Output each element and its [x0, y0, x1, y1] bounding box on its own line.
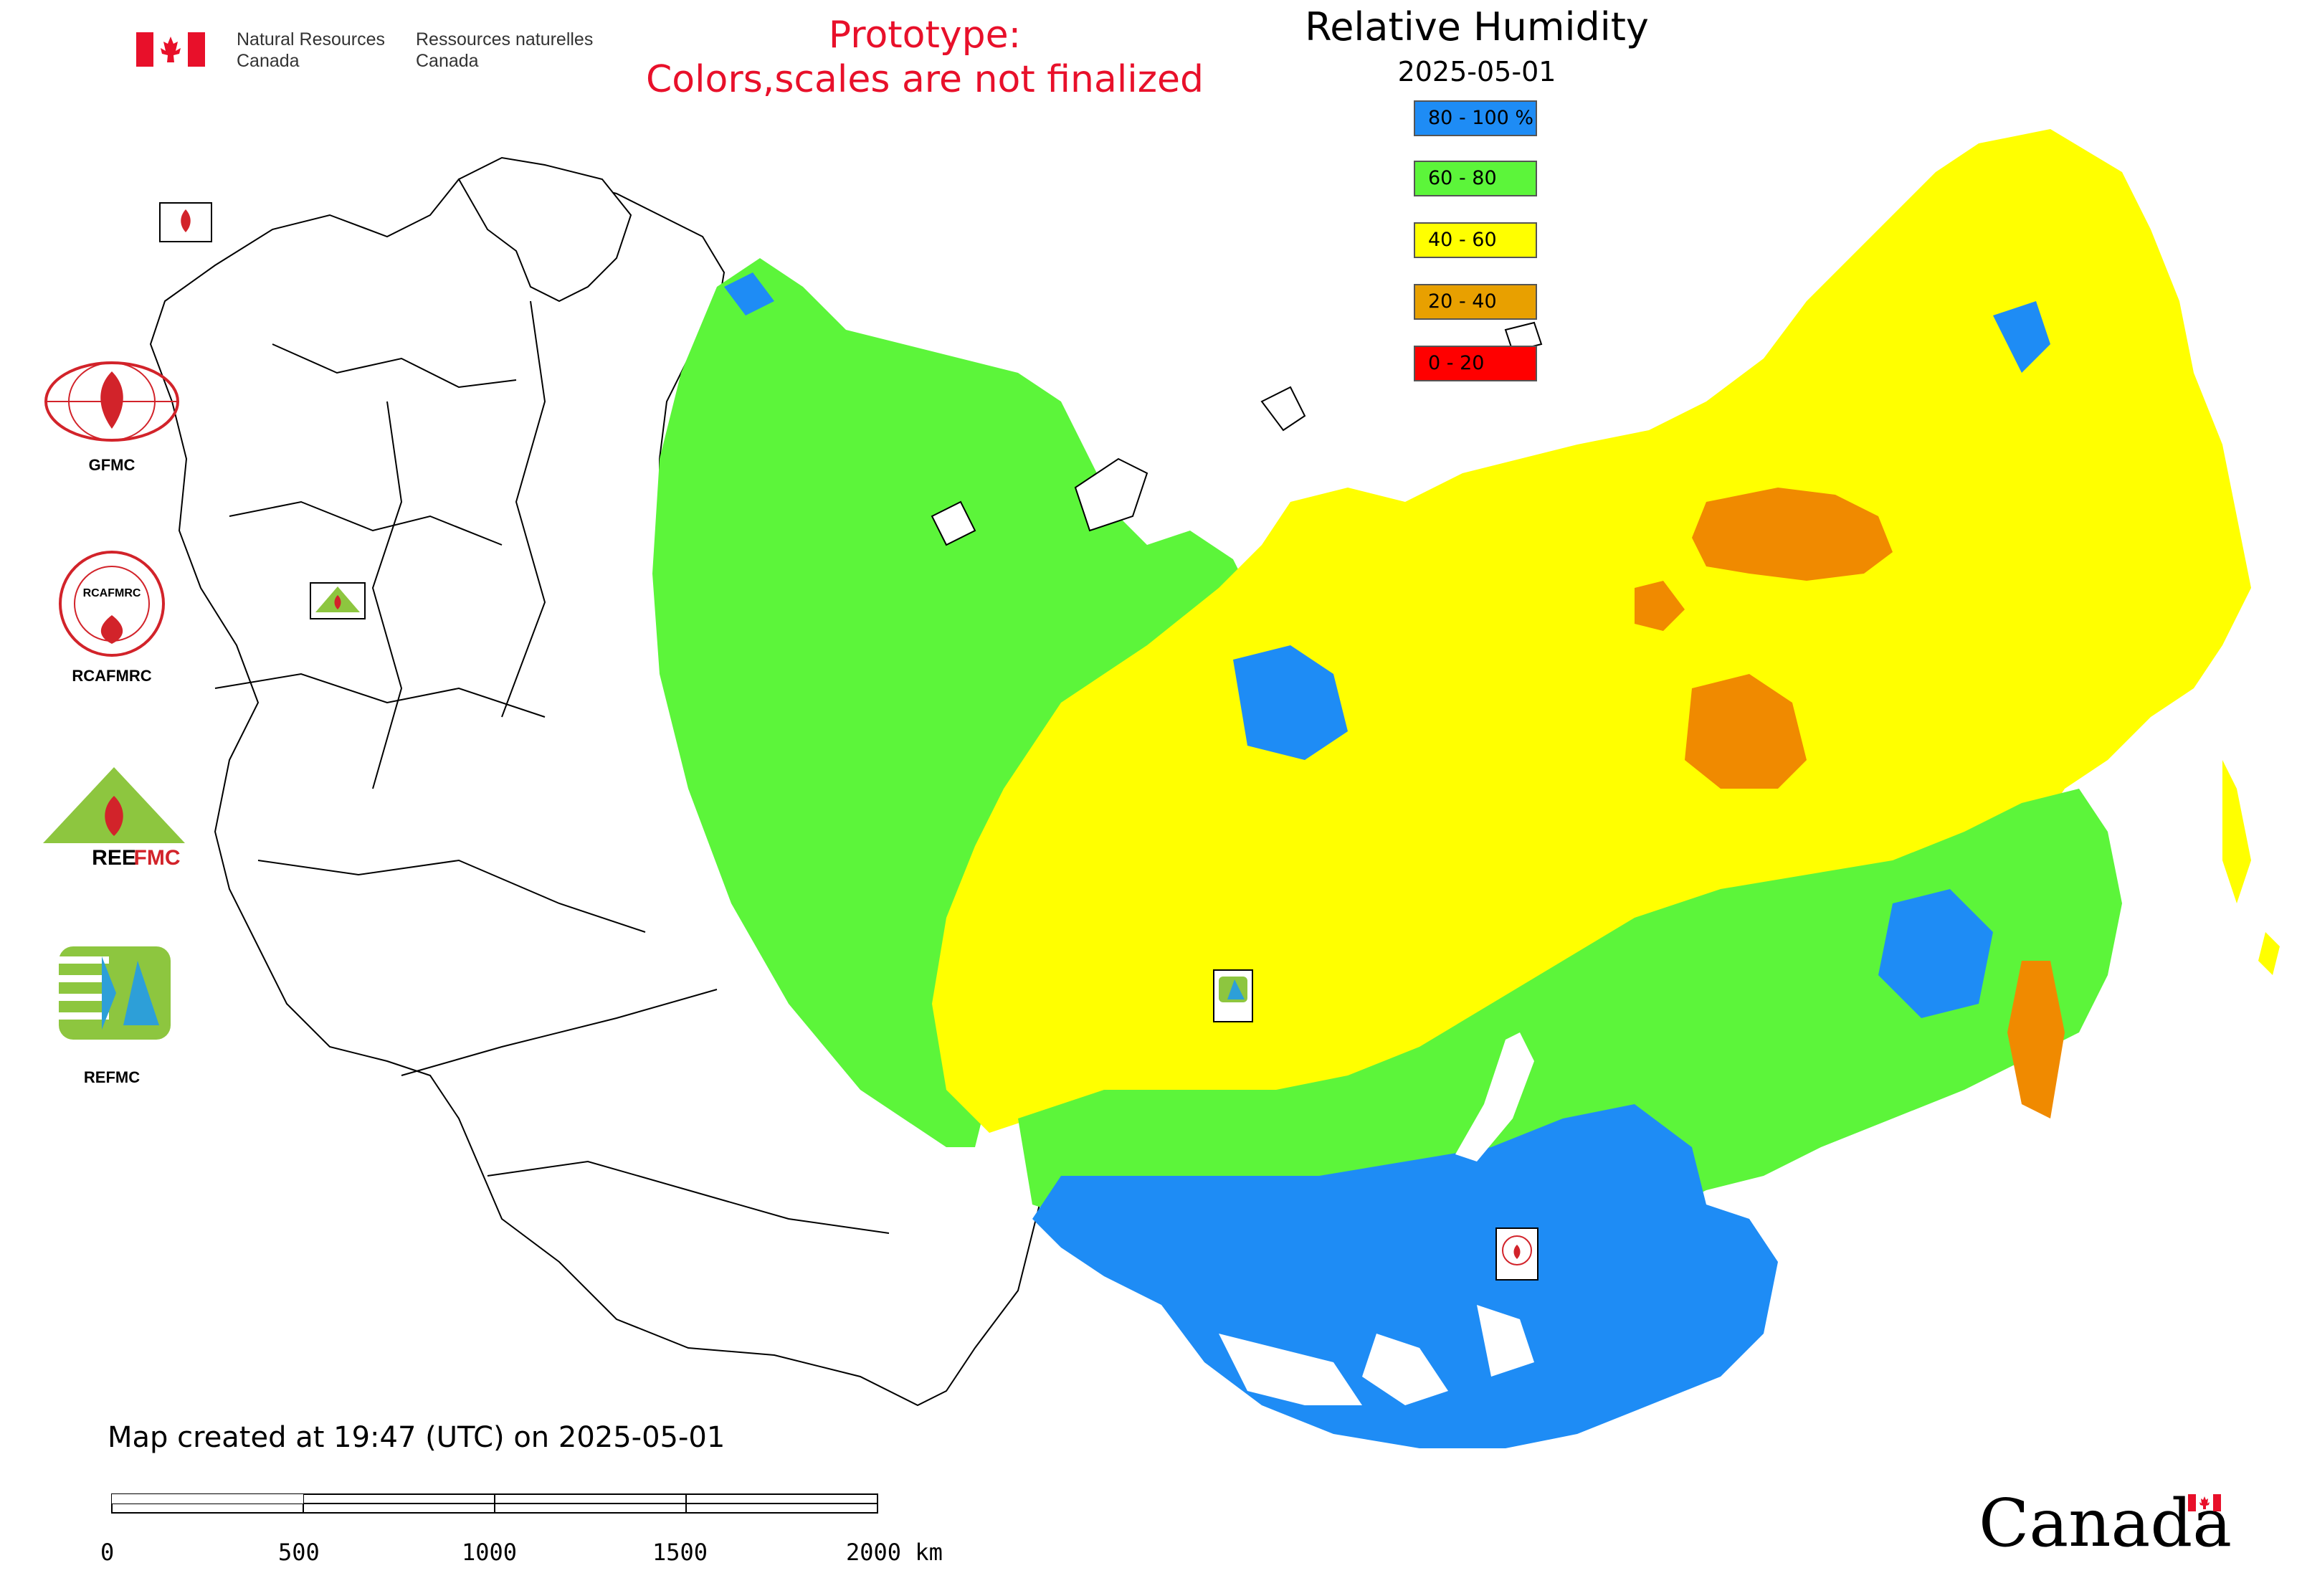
legend-item-0-20: 0 - 20: [1414, 346, 1537, 381]
legend-item-60-80: 60 - 80: [1414, 161, 1537, 196]
prototype-notice: Prototype: Colors,scales are not finaliz…: [645, 14, 1204, 101]
gfmc-logo: [44, 361, 179, 442]
rcafmrc-caption: RCAFMRC: [72, 667, 152, 685]
country-outlines-west: [149, 156, 1048, 1407]
rcafmrc-marker-icon[interactable]: [1495, 1227, 1538, 1281]
refmc-logo: [59, 946, 171, 1040]
rh-zone-80-100-south: [1032, 1104, 1778, 1448]
svg-text:FMC: FMC: [134, 846, 181, 870]
svg-text:REE: REE: [92, 846, 136, 870]
refmc-caption: REFMC: [83, 1068, 141, 1086]
scale-tick-1000: 1000: [462, 1539, 518, 1566]
refmc-marker-icon[interactable]: [1213, 969, 1253, 1022]
reefmc-logo: REE FMC: [43, 767, 185, 870]
arctic-islands: [931, 321, 1543, 546]
legend-item-40-60: 40 - 60: [1414, 222, 1537, 258]
legend-item-80-100: 80 - 100 %: [1414, 100, 1537, 136]
canada-wordmark: Canada: [1979, 1484, 2232, 1563]
japan-islands: [2222, 760, 2280, 975]
scale-tick-0: 0: [100, 1539, 115, 1566]
scale-tick-500: 500: [278, 1539, 320, 1566]
canada-flag-icon: [136, 32, 205, 67]
scale-tick-2000: 2000 km: [846, 1539, 943, 1566]
agency-name-fr: Ressources naturelles Canada: [416, 29, 594, 71]
rh-zone-60-80-south: [1018, 789, 2122, 1248]
agency-name-en: Natural Resources Canada: [237, 29, 386, 71]
scale-bar: [111, 1493, 878, 1514]
nrcan-signature: Natural Resources Canada Ressources natu…: [136, 29, 609, 79]
scale-tick-1500: 1500: [652, 1539, 708, 1566]
gfmc-caption: GFMC: [88, 456, 135, 474]
rh-zone-20-40: [1692, 488, 1893, 581]
reefmc-marker-icon[interactable]: [310, 582, 366, 619]
wordmark-flag-icon: [2188, 1494, 2221, 1511]
map-created-note: Map created at 19:47 (UTC) on 2025-05-01: [108, 1421, 726, 1454]
legend-item-20-40: 20 - 40: [1414, 284, 1537, 320]
svg-text:RCAFMRC: RCAFMRC: [83, 587, 141, 599]
rcafmrc-logo: RCAFMRC: [59, 551, 165, 657]
map-title: Relative Humidity: [1305, 4, 1649, 49]
humidity-raster: [652, 129, 2251, 1448]
map-date: 2025-05-01: [1397, 56, 1556, 87]
gfmc-marker-icon[interactable]: [159, 202, 212, 242]
